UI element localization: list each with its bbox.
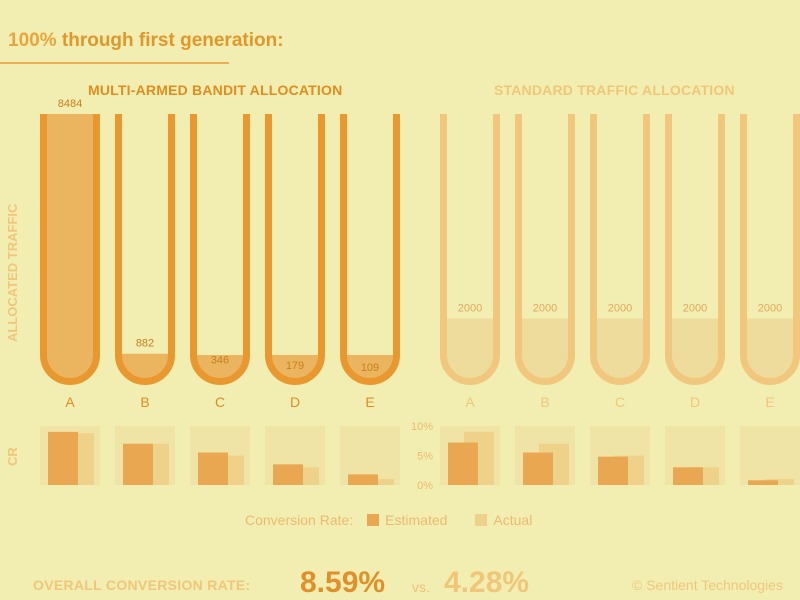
bandit-cr-estimated-bar-a [48,431,78,485]
standard-bar-e [743,318,797,382]
bandit-tube-e [340,114,400,385]
bandit-overall-cr: 8.59% [300,566,386,599]
bandit-category-label-e: E [365,394,374,410]
standard-category-label-c: C [615,394,625,410]
standard-tube-d [665,114,725,385]
legend-actual-swatch [475,514,488,526]
bandit-category-label-b: B [140,394,149,410]
bandit-panel-title: MULTI-ARMED BANDIT ALLOCATION [88,82,343,98]
standard-bar-c [593,318,647,382]
copyright-notice: © Sentient Technologies [632,577,783,593]
standard-bar-b [518,318,572,382]
standard-category-label-d: D [690,394,700,410]
standard-cr-estimated-bar-c [598,456,628,485]
legend-actual-label: Actual [493,512,533,528]
standard-tube-e [740,114,800,385]
bandit-value-label-b: 882 [136,338,154,350]
allocation-chart: 8484 A 882 B 346 C 179 D 109 E 2000 A 2000 B 2000 C 2000… [40,98,800,492]
standard-tube-a [440,114,500,385]
standard-category-label-a: A [465,394,475,410]
versus-text: vs. [412,579,430,595]
standard-bar-d [668,318,722,382]
standard-overall-cr: 4.28% [444,566,530,599]
bandit-bar-a [43,114,97,382]
headline-percent: 100% [8,30,57,51]
cr-tick-label-10: 10% [411,421,433,433]
legend-estimated-label: Estimated [385,512,448,528]
bandit-tube-d [265,114,325,385]
bandit-cr-estimated-bar-b [123,443,153,485]
standard-value-label-e: 2000 [758,302,782,314]
bandit-tube-a [40,114,100,385]
bandit-category-label-d: D [290,394,300,410]
standard-cr-estimated-bar-a [448,442,478,485]
standard-value-label-d: 2000 [683,302,707,314]
standard-cr-box-e [740,426,800,485]
legend: Conversion Rate: Estimated Actual [245,512,532,528]
bandit-tube-b [115,114,175,385]
standard-tube-c [590,114,650,385]
bandit-category-label-c: C [215,394,225,410]
cr-tick-label-5: 5% [417,451,433,463]
headline: 100% through first generation: [8,30,284,52]
standard-category-label-b: B [540,394,549,410]
bandit-value-label-c: 346 [211,355,229,367]
cr-tick-label-0: 0% [417,480,433,492]
headline-underline [0,62,229,64]
standard-cr-estimated-bar-d [673,467,703,485]
legend-title: Conversion Rate: [245,512,354,528]
bandit-value-label-a: 8484 [58,98,82,110]
standard-value-label-c: 2000 [608,302,632,314]
bandit-cr-estimated-bar-e [348,474,378,485]
standard-cr-estimated-bar-b [523,452,553,485]
standard-cr-estimated-bar-e [748,480,778,485]
bandit-tube-c [190,114,250,385]
standard-value-label-a: 2000 [458,302,482,314]
bandit-value-label-d: 179 [286,360,304,372]
standard-category-label-e: E [765,394,774,410]
headline-text: through first generation: [56,30,284,51]
overall-cr-label: OVERALL CONVERSION RATE: [33,577,251,593]
standard-cr-actual-bar-e [764,479,794,485]
bandit-category-label-a: A [65,394,75,410]
standard-value-label-b: 2000 [533,302,557,314]
bandit-value-label-e: 109 [361,362,379,374]
bandit-cr-estimated-bar-c [198,452,228,485]
bandit-cr-estimated-bar-d [273,464,303,485]
bandit-cr-actual-bar-e [364,479,394,485]
standard-bar-a [443,318,497,382]
standard-panel-title: STANDARD TRAFFIC ALLOCATION [494,82,735,98]
legend-estimated-swatch [367,514,380,526]
standard-tube-b [515,114,575,385]
